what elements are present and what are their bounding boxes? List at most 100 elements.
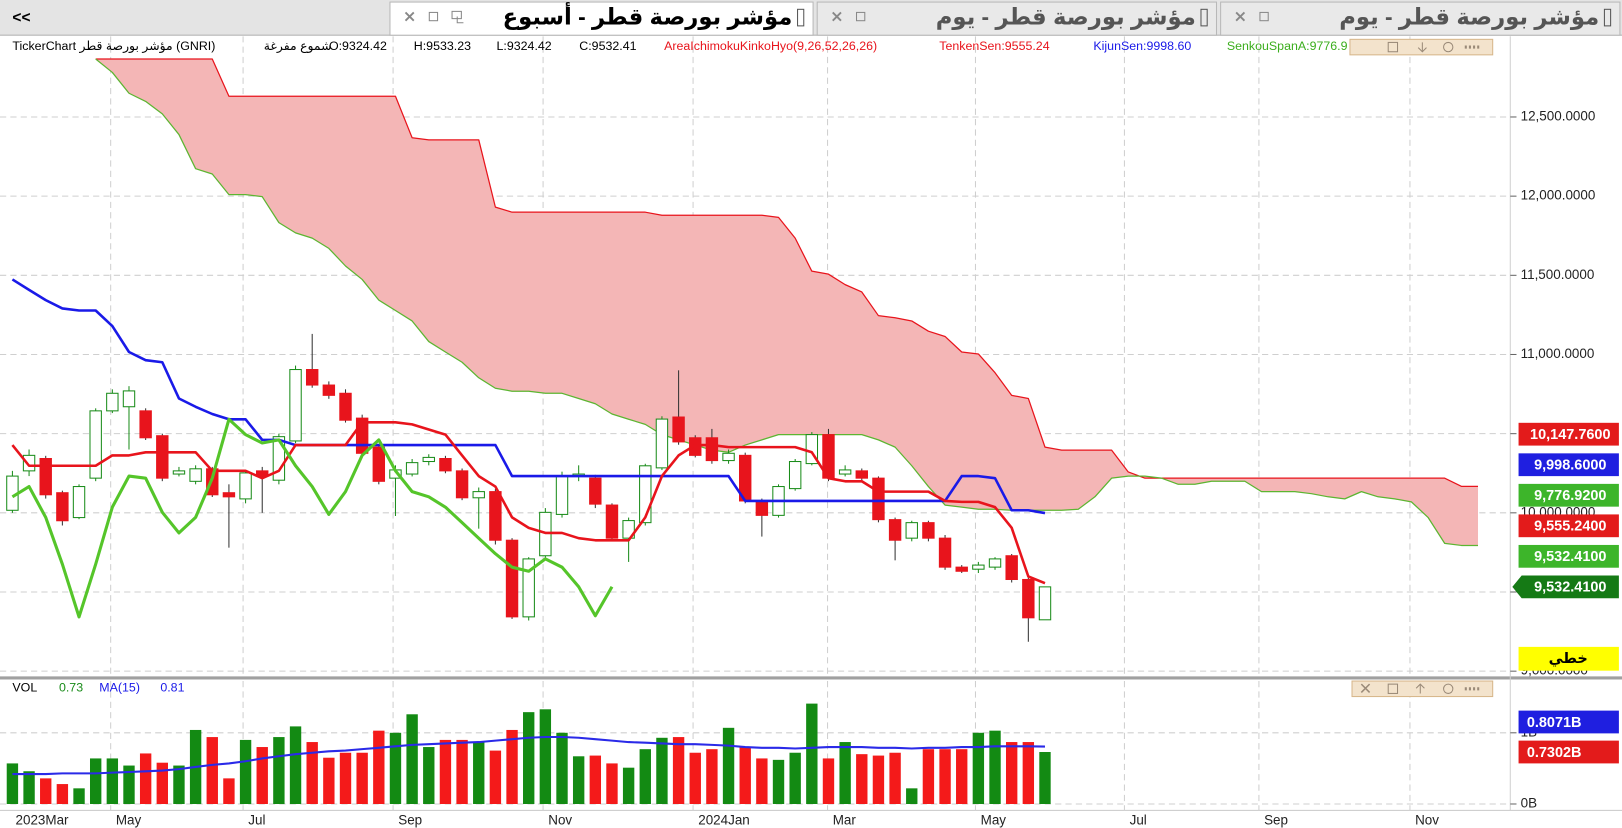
volume-bar (273, 737, 285, 804)
tab-title[interactable]: مؤشر بورصة قطر - أسبوع (503, 2, 793, 31)
price-label-text: 9,532.4100 (1534, 580, 1606, 596)
volume-bar (106, 758, 119, 804)
candle-body (505, 539, 519, 618)
candle-body (655, 418, 669, 469)
candle-body (305, 369, 319, 386)
tenkan-sen (11, 420, 1046, 585)
candle-body (289, 369, 302, 442)
legend-item: L:9324.42 (497, 39, 552, 53)
candle-body (1038, 586, 1052, 621)
volume-bar (289, 726, 302, 804)
close-icon[interactable] (832, 11, 842, 22)
candle-body (22, 454, 36, 472)
candle-body (872, 477, 885, 521)
volume-label-text: 0.8071B (1527, 715, 1582, 731)
volume-bar (789, 752, 801, 804)
price-label: 9,998.6000 (1518, 453, 1619, 477)
legend-item: TenkenSen:9555.24 (939, 39, 1049, 53)
volume-bar (939, 749, 951, 804)
legend-item: TickerChart مؤشر بورصة قطر (GNRI) (12, 39, 215, 54)
volume-bar (856, 754, 868, 804)
volume-bar (223, 778, 235, 804)
price-label: 9,532.4100 (1518, 544, 1619, 568)
candle-body (189, 468, 202, 482)
detach-icon[interactable] (451, 10, 464, 24)
chart-style-box[interactable] (1518, 646, 1619, 671)
value-labels: 10,147.7600 9,998.6000 9,776.9200 9,555.240… (1512, 422, 1619, 764)
maximize-icon[interactable] (1259, 11, 1269, 22)
x-tick-label: Nov (548, 812, 572, 827)
volume-ma (12, 735, 1046, 776)
candle-body (722, 452, 735, 462)
candle-body (972, 564, 985, 570)
legend-item: C:9532.41 (579, 39, 636, 53)
price-label-box (1512, 575, 1619, 599)
candle-body (322, 384, 336, 396)
volume-bar (572, 756, 585, 804)
volume-bar (839, 742, 851, 804)
volume-bar (672, 737, 685, 804)
legend-item: AreaIchimokuKinkoHyo(9,26,52,26,26) (664, 39, 877, 53)
candle-body (805, 434, 819, 465)
x-tick-label: Sep (398, 812, 422, 827)
volume-legend-item: MA(15) (99, 681, 140, 695)
candle-body (72, 486, 86, 519)
volume-bar (56, 784, 69, 804)
volume-pane-toolbar[interactable] (1351, 680, 1494, 698)
legend-item: SenkouSpanA:9776.9 (1227, 39, 1348, 53)
volume-bar (406, 714, 418, 804)
price-pane (0, 36, 1511, 677)
volume-bar (822, 758, 835, 804)
candle-body (605, 504, 619, 539)
candle-body (156, 435, 169, 479)
close-icon[interactable] (404, 11, 415, 22)
price-label: 10,147.7600 (1518, 422, 1619, 446)
price-label-text: 9,532.4100 (1534, 549, 1606, 565)
y-tick-label: 11,500.0000 (1521, 267, 1595, 282)
legend-item: شموع مفرغة (264, 39, 332, 54)
senkou-span-a (95, 58, 1479, 547)
maximize-icon[interactable] (855, 11, 866, 22)
candle-body (555, 475, 569, 515)
price-label-box (1518, 514, 1619, 538)
volume-legend-item: 0.81 (160, 681, 184, 695)
candle-body (589, 477, 602, 505)
tab[interactable]: مؤشر بورصة قطر - يوم (816, 1, 1218, 36)
volume-legend-item: VOL (12, 681, 37, 695)
price-label-box (1518, 544, 1619, 568)
candle-body (172, 470, 186, 475)
volume-bar (539, 709, 552, 804)
price-label-text: 10,147.7600 (1530, 427, 1610, 443)
volume-bar (889, 752, 901, 804)
volume-bar (922, 749, 935, 804)
volume-bar (689, 752, 701, 804)
candle-body (922, 522, 935, 539)
volume-bar (806, 703, 818, 804)
candle-body (938, 537, 952, 568)
tab-title[interactable]: مؤشر بورصة قطر - يوم (1339, 4, 1599, 31)
price-label: 9,532.4100 (1512, 575, 1619, 599)
chart-style-label[interactable]: خطي (1549, 651, 1588, 667)
tab[interactable]: مؤشر بورصة قطر - أسبوع (389, 1, 814, 36)
candle-body (272, 436, 286, 481)
tab-title[interactable]: مؤشر بورصة قطر - يوم (936, 4, 1196, 31)
x-tick-label: May (116, 812, 142, 827)
y-tick-label: 11,000.0000 (1521, 346, 1595, 361)
price-label: 9,776.9200 (1518, 483, 1619, 507)
price-label-text: 9,555.2400 (1534, 519, 1606, 535)
candle-body (239, 472, 252, 500)
volume-bar (389, 732, 402, 804)
price-pane-toolbar[interactable] (1349, 38, 1494, 56)
candle-body (106, 392, 119, 412)
maximize-icon[interactable] (428, 11, 439, 22)
tab[interactable]: مؤشر بورصة قطر - يوم (1220, 1, 1621, 36)
kijun-sen (11, 278, 1046, 515)
close-icon[interactable] (1235, 11, 1246, 22)
candle-body (955, 566, 968, 572)
collapse-button[interactable]: << (12, 10, 30, 27)
volume-bar (622, 767, 635, 804)
y-tick-label: 12,500.0000 (1521, 109, 1596, 124)
tab-marker (1603, 8, 1612, 27)
candle-body (905, 522, 918, 539)
volume-bar (239, 739, 252, 804)
